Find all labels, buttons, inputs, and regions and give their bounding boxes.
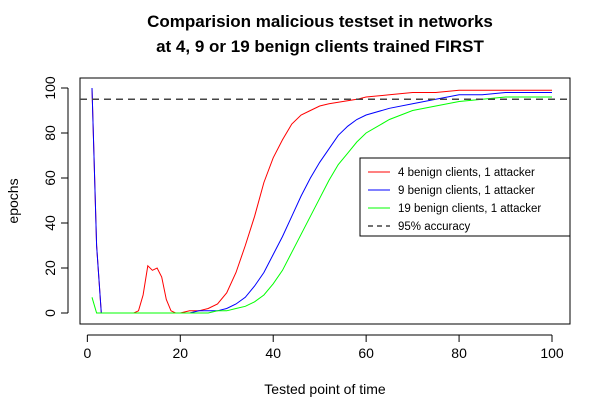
legend-label: 19 benign clients, 1 attacker: [398, 203, 541, 215]
legend-label: 9 benign clients, 1 attacker: [398, 185, 535, 197]
y-axis-title: epochs: [5, 178, 21, 223]
x-tick-label: 80: [451, 345, 467, 361]
y-tick-label: 0: [42, 309, 58, 317]
legend: 4 benign clients, 1 attacker 9 benign cli…: [359, 157, 571, 237]
x-axis: 0 20 40 60 80 100: [83, 334, 564, 361]
legend-box: [359, 157, 571, 237]
y-axis: 0 20 40 60 80 100: [42, 76, 69, 317]
x-tick-label: 60: [358, 345, 374, 361]
y-tick-label: 60: [42, 170, 58, 186]
x-tick-label: 40: [265, 345, 281, 361]
legend-label: 4 benign clients, 1 attacker: [398, 167, 535, 179]
x-tick-label: 20: [172, 345, 188, 361]
x-axis-title: Tested point of time: [264, 381, 386, 397]
series-19-benign-clients-1-attacker: [91, 96, 552, 314]
chart-title-line-2: at 4, 9 or 19 benign clients trained FIR…: [156, 37, 484, 56]
y-tick-label: 80: [42, 125, 58, 141]
legend-label: 95% accuracy: [398, 221, 470, 233]
series-line-19-benign-clients-1-attacker: [91, 96, 552, 314]
series-line-4-benign-clients-1-attacker: [91, 87, 552, 314]
y-tick-label: 100: [42, 76, 58, 100]
series-4-benign-clients-1-attacker: [91, 87, 552, 314]
series-layer: [80, 87, 570, 314]
x-tick-label: 0: [83, 345, 91, 361]
x-tick-label: 100: [540, 345, 564, 361]
y-tick-label: 20: [42, 260, 58, 276]
y-tick-label: 40: [42, 215, 58, 231]
chart-title-line-1: Comparision malicious testset in network…: [147, 12, 493, 31]
